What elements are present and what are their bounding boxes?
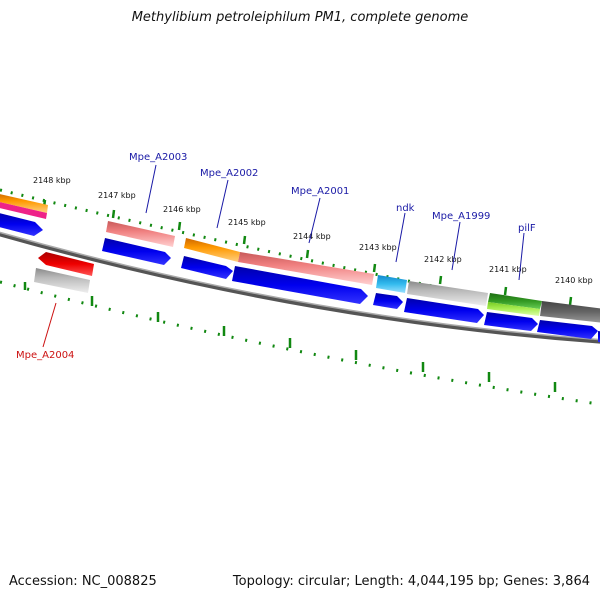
- kbp-label: 2144 kbp: [293, 232, 331, 241]
- feature-orange-a2002: [184, 238, 240, 262]
- feature-lime-pilf: [487, 302, 540, 316]
- cds-arrow: [484, 312, 538, 331]
- gene-label-mpe-a1999[interactable]: Mpe_A1999: [432, 211, 490, 222]
- major-ticks-inner: [23, 282, 557, 392]
- cds-arrow: [102, 238, 171, 265]
- feature-orange-left: [0, 194, 48, 213]
- gene-label-mpe-a2001[interactable]: Mpe_A2001: [291, 186, 349, 197]
- feature-magenta-left: [0, 202, 47, 219]
- genome-backbone: [0, 231, 600, 344]
- kbp-label: 2141 kbp: [489, 265, 527, 274]
- cds-arrow: [373, 293, 403, 309]
- feature-gray-a2004: [34, 268, 90, 293]
- kbp-label: 2146 kbp: [163, 205, 201, 214]
- cds-arrow: [232, 266, 368, 304]
- map-title: Methylibium petroleiphilum PM1, complete…: [131, 10, 469, 25]
- cds-track-forward: [0, 213, 600, 343]
- kbp-label: 2142 kbp: [424, 255, 462, 264]
- feature-gray-a1999: [407, 281, 488, 306]
- kbp-label: 2145 kbp: [228, 218, 266, 227]
- gene-label-ndk[interactable]: ndk: [396, 203, 415, 214]
- feature-darkgray-right: [540, 301, 600, 323]
- genome-summary-text: Topology: circular; Length: 4,044,195 bp…: [232, 574, 590, 589]
- kbp-label: 2143 kbp: [359, 243, 397, 252]
- label-leaders: [42, 164, 525, 348]
- feature-green-pilf: [488, 293, 542, 309]
- cds-track-reverse: [34, 252, 94, 293]
- cds-arrow: [181, 256, 233, 279]
- kbp-label: 2148 kbp: [33, 176, 71, 185]
- gene-label-pilf[interactable]: pilF: [518, 223, 536, 234]
- kbp-label: 2140 kbp: [555, 276, 593, 285]
- feature-red-a2004: [38, 252, 94, 276]
- cds-arrow: [537, 320, 598, 339]
- feature-cyan-ndk: [376, 275, 407, 293]
- kbp-labels: 2148 kbp 2147 kbp 2146 kbp 2145 kbp 2144…: [33, 176, 593, 285]
- accession-text: Accession: NC_008825: [9, 574, 157, 589]
- feature-track-upper: [0, 194, 600, 323]
- gene-label-mpe-a2002[interactable]: Mpe_A2002: [200, 168, 258, 179]
- gene-labels: Mpe_A2003 Mpe_A2002 Mpe_A2001 ndk Mpe_A1…: [16, 152, 536, 361]
- outer-tick-ring: [0, 188, 600, 321]
- feature-salmon-a2001: [238, 252, 374, 285]
- cds-arrow: [0, 213, 43, 236]
- inner-tick-ring: [0, 280, 600, 406]
- feature-salmon-a2003: [106, 221, 175, 247]
- cds-arrow: [404, 298, 484, 323]
- gene-label-mpe-a2004[interactable]: Mpe_A2004: [16, 350, 74, 361]
- gene-label-mpe-a2003[interactable]: Mpe_A2003: [129, 152, 187, 163]
- kbp-label: 2147 kbp: [98, 191, 136, 200]
